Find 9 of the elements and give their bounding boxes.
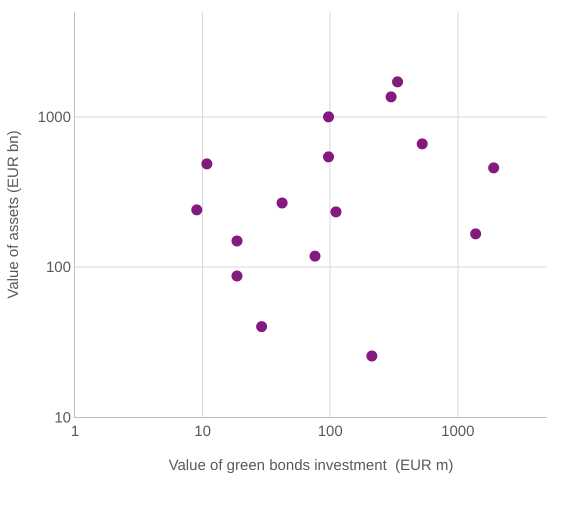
y-axis-title: Value of assets (EUR bn) [4, 130, 22, 299]
y-tick-label: 10 [54, 409, 71, 426]
x-tick-label: 10 [194, 423, 211, 440]
y-tick-label: 1000 [38, 109, 71, 126]
x-tick-label: 1000 [441, 423, 474, 440]
x-tick-label: 1 [70, 423, 80, 440]
x-tick-label: 100 [318, 423, 343, 440]
y-tick-label: 100 [46, 259, 71, 276]
x-axis-title: Value of green bonds investment (EUR m) [168, 457, 454, 474]
